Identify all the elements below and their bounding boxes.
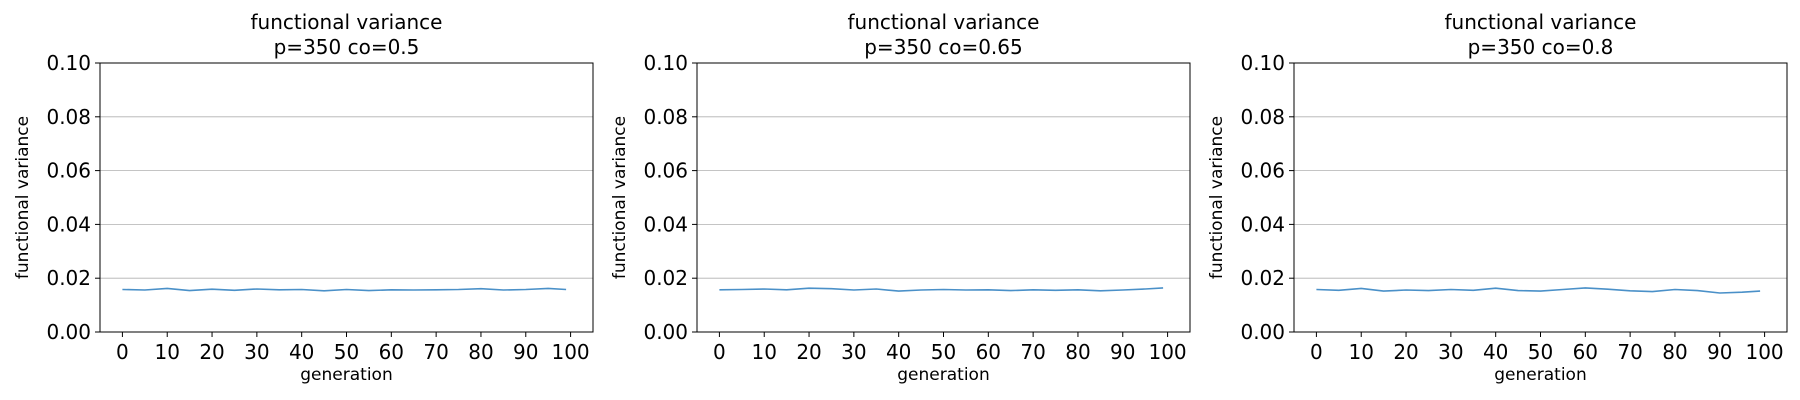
chart-title: functional variance xyxy=(251,10,443,34)
x-tick-label: 10 xyxy=(1349,340,1374,364)
x-tick-label: 10 xyxy=(752,340,777,364)
x-tick-label: 80 xyxy=(1065,340,1090,364)
x-tick-label: 60 xyxy=(379,340,404,364)
x-tick-label: 90 xyxy=(1110,340,1135,364)
x-tick-label: 70 xyxy=(423,340,448,364)
x-tick-label: 100 xyxy=(551,340,589,364)
x-tick-label: 20 xyxy=(199,340,224,364)
x-tick-label: 80 xyxy=(1662,340,1687,364)
y-tick-label: 0.10 xyxy=(643,51,688,75)
y-tick-label: 0.00 xyxy=(1240,320,1285,344)
x-tick-label: 30 xyxy=(841,340,866,364)
y-tick-label: 0.10 xyxy=(46,51,91,75)
y-axis-label: functional variance xyxy=(13,116,33,279)
x-tick-label: 100 xyxy=(1148,340,1186,364)
x-tick-label: 10 xyxy=(155,340,180,364)
x-tick-label: 60 xyxy=(976,340,1001,364)
y-tick-label: 0.04 xyxy=(643,212,688,236)
plot-frame xyxy=(1293,62,1788,333)
chart-subtitle: p=350 co=0.65 xyxy=(864,35,1023,59)
x-tick-label: 40 xyxy=(289,340,314,364)
chart-title: functional variance xyxy=(848,10,1040,34)
y-tick-label: 0.02 xyxy=(643,266,688,290)
x-tick-label: 90 xyxy=(1707,340,1732,364)
y-tick-label: 0.06 xyxy=(1240,159,1285,183)
x-tick-label: 0 xyxy=(1310,340,1323,364)
x-tick-label: 0 xyxy=(116,340,129,364)
x-tick-label: 40 xyxy=(886,340,911,364)
y-tick-label: 0.08 xyxy=(46,105,91,129)
x-tick-label: 40 xyxy=(1483,340,1508,364)
x-tick-label: 80 xyxy=(468,340,493,364)
chart-subtitle: p=350 co=0.8 xyxy=(1468,35,1614,59)
x-tick-label: 60 xyxy=(1573,340,1598,364)
x-tick-label: 20 xyxy=(1393,340,1418,364)
y-tick-label: 0.00 xyxy=(643,320,688,344)
y-axis-label: functional variance xyxy=(1207,116,1227,279)
y-tick-label: 0.10 xyxy=(1240,51,1285,75)
x-tick-label: 30 xyxy=(1438,340,1463,364)
y-tick-label: 0.00 xyxy=(46,320,91,344)
x-axis-label: generation xyxy=(897,365,989,385)
x-tick-label: 100 xyxy=(1745,340,1783,364)
x-axis-label: generation xyxy=(300,365,392,385)
y-axis-label: functional variance xyxy=(610,116,630,279)
y-tick-label: 0.04 xyxy=(46,212,91,236)
series-line-1 xyxy=(1316,287,1761,294)
y-tick-label: 0.06 xyxy=(46,159,91,183)
x-tick-label: 70 xyxy=(1020,340,1045,364)
x-tick-label: 50 xyxy=(931,340,956,364)
y-tick-label: 0.02 xyxy=(46,266,91,290)
y-tick-label: 0.08 xyxy=(643,105,688,129)
series-line-1 xyxy=(122,287,567,292)
x-tick-label: 90 xyxy=(513,340,538,364)
plot-frame xyxy=(99,62,594,333)
x-tick-label: 70 xyxy=(1617,340,1642,364)
y-tick-label: 0.04 xyxy=(1240,212,1285,236)
y-tick-label: 0.06 xyxy=(643,159,688,183)
x-tick-label: 50 xyxy=(1528,340,1553,364)
x-tick-label: 30 xyxy=(244,340,269,364)
chart-title: functional variance xyxy=(1445,10,1637,34)
series-line-1 xyxy=(719,287,1164,292)
x-tick-label: 0 xyxy=(713,340,726,364)
chart-subtitle: p=350 co=0.5 xyxy=(274,35,420,59)
y-tick-label: 0.02 xyxy=(1240,266,1285,290)
x-axis-label: generation xyxy=(1494,365,1586,385)
plot-frame xyxy=(696,62,1191,333)
y-tick-label: 0.08 xyxy=(1240,105,1285,129)
x-tick-label: 50 xyxy=(334,340,359,364)
x-tick-label: 20 xyxy=(796,340,821,364)
